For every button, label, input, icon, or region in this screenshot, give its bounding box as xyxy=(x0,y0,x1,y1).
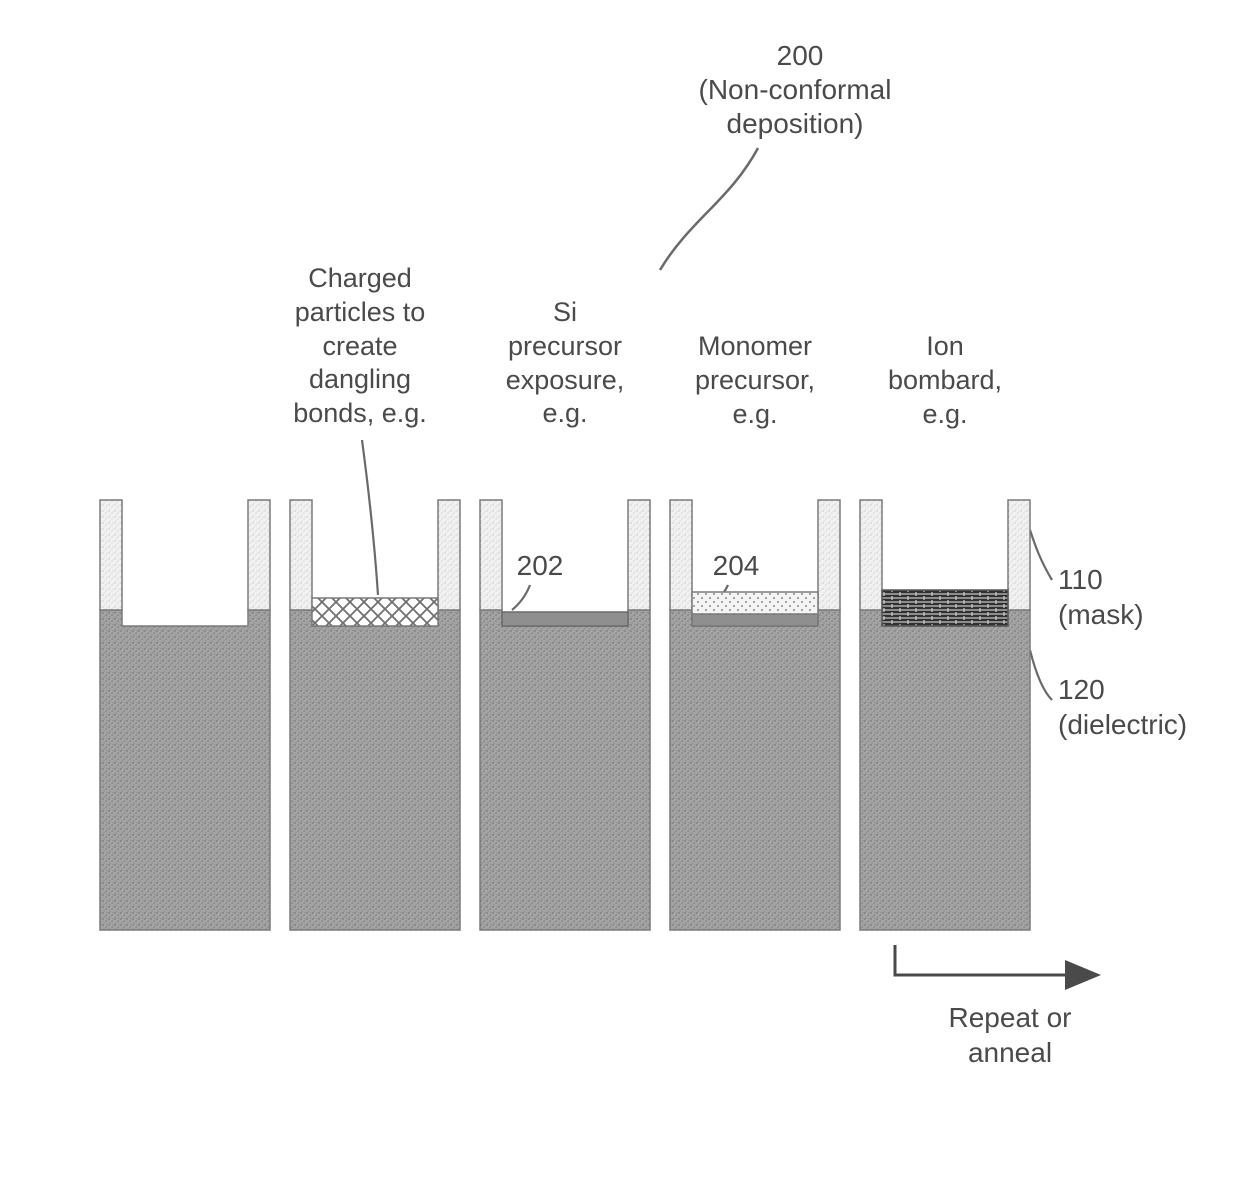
callout-110-leader xyxy=(1030,530,1052,580)
structure-5 xyxy=(860,500,1030,930)
figure-canvas: 200 (Non-conformal deposition) Charged p… xyxy=(0,0,1240,1180)
structure-4 xyxy=(670,500,840,930)
title-leader xyxy=(660,148,758,270)
deposit-crosshatch xyxy=(312,598,438,626)
deposit-204-base xyxy=(692,614,818,626)
callout-202-leader xyxy=(512,585,530,610)
deposit-202 xyxy=(502,612,628,626)
deposit-204 xyxy=(692,592,818,614)
callout-120-leader xyxy=(1030,650,1052,700)
structure-1 xyxy=(100,500,270,930)
structure-3 xyxy=(480,500,650,930)
repeat-arrow xyxy=(895,945,1095,975)
step2-leader xyxy=(362,440,378,595)
deposit-brick xyxy=(882,590,1008,626)
diagram-svg xyxy=(0,0,1240,1180)
